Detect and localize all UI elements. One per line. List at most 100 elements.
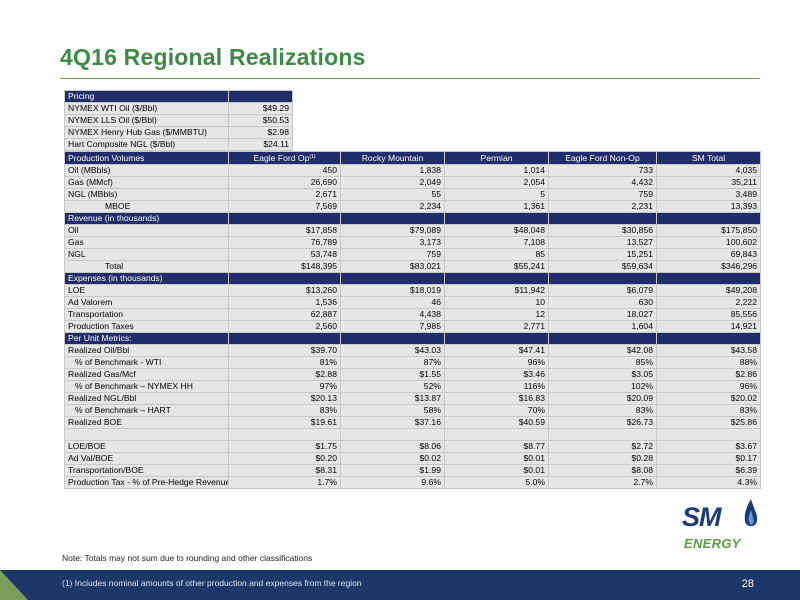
pricing-label: NYMEX LLS Oil ($/Bbl) — [64, 114, 229, 127]
row-value: 9.6% — [340, 476, 445, 489]
column-header-eagle-ford-op: Eagle Ford Op(1) — [228, 151, 341, 165]
table-row: NYMEX Henry Hub Gas ($/MMBTU) $2.98 — [64, 126, 293, 139]
row-value: 2,222 — [656, 296, 761, 309]
row-label: NGL (MBbls) — [64, 188, 229, 201]
row-value: 12 — [444, 308, 549, 321]
pricing-table: Pricing NYMEX WTI Oil ($/Bbl) $49.29 NYM… — [64, 90, 293, 151]
row-value: 7,985 — [340, 320, 445, 333]
table-row: LOE $13,260 $18,019 $11,942 $6,079 $49,208 — [64, 284, 761, 297]
section-header-blank — [444, 272, 549, 285]
row-value: 2,771 — [444, 320, 549, 333]
row-value: $43.58 — [656, 344, 761, 357]
row-value: $2.88 — [228, 368, 341, 381]
section-header-blank — [340, 272, 445, 285]
table-row: Realized Gas/Mcf $2.88 $1.55 $3.46 $3.05 $2.8… — [64, 368, 761, 381]
section-header-row: Expenses (in thousands) — [64, 272, 761, 285]
row-value: 85,556 — [656, 308, 761, 321]
table-row: Oil (MBbls) 450 1,838 1,014 733 4,035 — [64, 164, 761, 177]
table-row: Gas (MMcf) 26,690 2,049 2,054 4,432 35,211 — [64, 176, 761, 189]
section-header-blank — [444, 212, 549, 225]
row-label: Oil (MBbls) — [64, 164, 229, 177]
table-row: Transportation/BOE $8.31 $1.99 $0.01 $8.08 $6… — [64, 464, 761, 477]
section-header: Per Unit Metrics: — [64, 332, 229, 345]
table-note: Note: Totals may not sum due to rounding… — [62, 553, 313, 563]
table-row: Hart Composite NGL ($/Bbl) $24.11 — [64, 138, 293, 151]
section-header-blank — [444, 332, 549, 345]
row-value: $2.72 — [548, 440, 657, 453]
row-value: $39.70 — [228, 344, 341, 357]
row-value: $20.13 — [228, 392, 341, 405]
section-header-row: Revenue (in thousands) — [64, 212, 761, 225]
row-value: $1.99 — [340, 464, 445, 477]
row-value: $0.02 — [340, 452, 445, 465]
row-label: Realized Oil/Bbl — [64, 344, 229, 357]
pricing-value: $50.53 — [228, 114, 293, 127]
row-value: 1,361 — [444, 200, 549, 213]
row-value: 2,671 — [228, 188, 341, 201]
row-label: % of Benchmark – NYMEX HH — [64, 380, 229, 393]
row-value: 759 — [340, 248, 445, 261]
row-value: 4,035 — [656, 164, 761, 177]
row-value: 96% — [656, 380, 761, 393]
section-header-row: Production Volumes Eagle Ford Op(1) Rocky … — [64, 151, 761, 165]
table-row: % of Benchmark - WTI 81% 87% 96% 85% 88% — [64, 356, 761, 369]
row-label: Realized Gas/Mcf — [64, 368, 229, 381]
pricing-value: $2.98 — [228, 126, 293, 139]
row-label: Production Taxes — [64, 320, 229, 333]
row-value: 1,838 — [340, 164, 445, 177]
row-value: 2,054 — [444, 176, 549, 189]
row-value: 83% — [228, 404, 341, 417]
row-value: 116% — [444, 380, 549, 393]
row-value: $3.05 — [548, 368, 657, 381]
spacer-cell — [228, 428, 341, 441]
footer-bar — [0, 570, 800, 600]
row-value: $20.02 — [656, 392, 761, 405]
row-value: $8.77 — [444, 440, 549, 453]
row-value: $40.59 — [444, 416, 549, 429]
row-value: $3.46 — [444, 368, 549, 381]
row-value: 450 — [228, 164, 341, 177]
row-label: MBOE — [64, 200, 229, 213]
row-label: Gas (MMcf) — [64, 176, 229, 189]
table-row: % of Benchmark – NYMEX HH 97% 52% 116% 102% 9… — [64, 380, 761, 393]
row-value: $13,260 — [228, 284, 341, 297]
row-value: 81% — [228, 356, 341, 369]
row-value: 10 — [444, 296, 549, 309]
row-value: $25.86 — [656, 416, 761, 429]
row-value: 62,887 — [228, 308, 341, 321]
row-value: 100,602 — [656, 236, 761, 249]
section-header-blank — [228, 272, 341, 285]
spacer-cell — [340, 428, 445, 441]
table-row: NGL (MBbls) 2,671 55 5 759 3,489 — [64, 188, 761, 201]
row-value: 2,231 — [548, 200, 657, 213]
table-row: LOE/BOE $1.75 $8.06 $8.77 $2.72 $3.67 — [64, 440, 761, 453]
pricing-label: Hart Composite NGL ($/Bbl) — [64, 138, 229, 151]
row-value: $0.28 — [548, 452, 657, 465]
row-value: 83% — [656, 404, 761, 417]
row-value: $0.01 — [444, 452, 549, 465]
row-value: 1,014 — [444, 164, 549, 177]
section-header-row: Per Unit Metrics: — [64, 332, 761, 345]
spacer-cell — [548, 428, 657, 441]
row-value: 15,251 — [548, 248, 657, 261]
row-value: 2.7% — [548, 476, 657, 489]
row-value: 58% — [340, 404, 445, 417]
row-value: $18,019 — [340, 284, 445, 297]
row-value: 52% — [340, 380, 445, 393]
spacer-cell — [656, 428, 761, 441]
row-value: $8.08 — [548, 464, 657, 477]
row-value: $1.75 — [228, 440, 341, 453]
table-row: MBOE 7,569 2,234 1,361 2,231 13,393 — [64, 200, 761, 213]
row-value: 85 — [444, 248, 549, 261]
row-value: $43.03 — [340, 344, 445, 357]
row-value: $6,079 — [548, 284, 657, 297]
row-value: 70% — [444, 404, 549, 417]
section-header-blank — [656, 212, 761, 225]
row-value: $6.39 — [656, 464, 761, 477]
row-label: Ad Val/BOE — [64, 452, 229, 465]
row-value: 759 — [548, 188, 657, 201]
row-value: 55 — [340, 188, 445, 201]
row-value: $11,942 — [444, 284, 549, 297]
row-value: 1,536 — [228, 296, 341, 309]
section-header-blank — [340, 332, 445, 345]
